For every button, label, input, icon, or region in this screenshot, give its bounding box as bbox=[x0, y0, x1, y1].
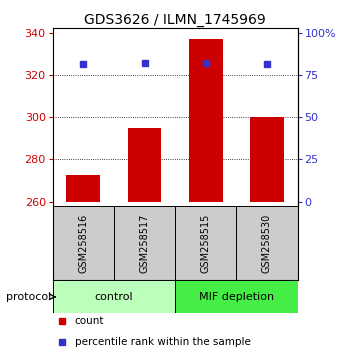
Text: GSM258530: GSM258530 bbox=[262, 213, 272, 273]
Text: protocol: protocol bbox=[6, 292, 51, 302]
Bar bbox=[236, 206, 298, 280]
Text: GSM258515: GSM258515 bbox=[201, 213, 211, 273]
Title: GDS3626 / ILMN_1745969: GDS3626 / ILMN_1745969 bbox=[84, 13, 266, 27]
Bar bbox=[53, 280, 175, 313]
Text: GSM258517: GSM258517 bbox=[139, 213, 150, 273]
Text: percentile rank within the sample: percentile rank within the sample bbox=[75, 337, 251, 347]
Bar bbox=[67, 175, 100, 201]
Bar bbox=[114, 206, 175, 280]
Bar bbox=[53, 206, 114, 280]
Bar bbox=[189, 39, 222, 201]
Text: GSM258516: GSM258516 bbox=[78, 213, 88, 273]
Bar bbox=[175, 280, 298, 313]
Bar bbox=[128, 127, 162, 201]
Bar bbox=[250, 117, 284, 201]
Text: count: count bbox=[75, 316, 104, 326]
Bar bbox=[175, 206, 236, 280]
Text: control: control bbox=[95, 292, 133, 302]
Text: MIF depletion: MIF depletion bbox=[199, 292, 274, 302]
